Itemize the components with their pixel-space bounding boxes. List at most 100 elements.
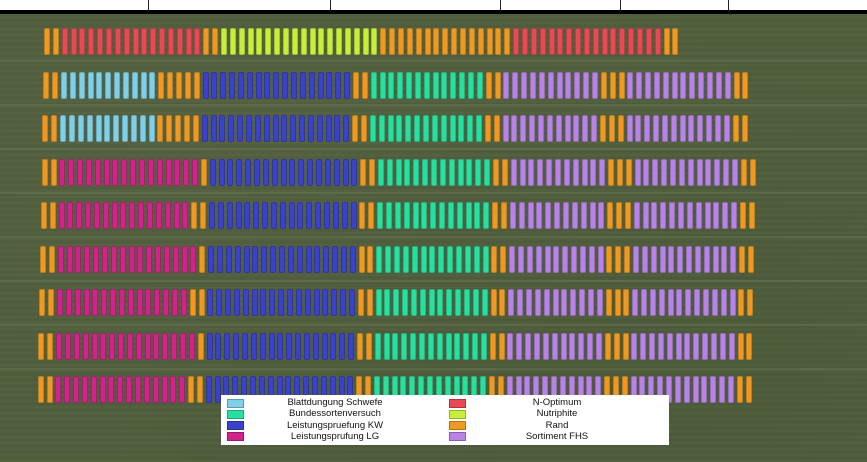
plot-leistungsprufung-lg [92,289,99,316]
plot-sortiment-fhs [648,376,655,403]
plot-leistungspruefung-kw [207,289,214,316]
plot-leistungsprufung-lg [129,202,136,229]
plot-bundessortenversuch [393,289,400,316]
plot-sortiment-fhs [589,202,596,229]
field-lane [0,192,867,194]
top-border [0,0,867,14]
plot-sortiment-fhs [641,245,648,273]
plot-rand [50,158,57,186]
plot-leistungspruefung-kw [296,245,303,273]
plot-rand [604,376,610,403]
plot-leistungsprufung-lg [101,245,108,273]
plot-sortiment-fhs [553,245,560,273]
plot-sortiment-fhs [516,332,523,360]
plot-rand [200,158,207,186]
plot-rand [484,115,491,142]
plot-leistungspruefung-kw [271,158,278,186]
plot-leistungsprufung-lg [90,376,97,403]
plot-bundessortenversuch [427,332,434,360]
plot-leistungspruefung-kw [220,71,227,99]
plot-sortiment-fhs [721,245,728,273]
plot-sortiment-fhs [564,115,571,142]
plot-bundessortenversuch [473,245,480,273]
plot-rand [196,376,203,403]
plot-leistungsprufung-lg [170,376,177,403]
plot-rand [609,71,616,99]
plot-sortiment-fhs [712,245,719,273]
plot-rand [52,71,59,99]
plot-rand [380,28,387,55]
plot-leistungsprufung-lg [57,245,64,273]
plot-leistungsprufung-lg [143,376,150,403]
plot-sortiment-fhs [657,332,664,360]
plot-bundessortenversuch [410,289,417,316]
plot-rand [737,332,744,360]
plot-sortiment-fhs [542,376,548,403]
plot-sortiment-fhs [696,158,703,186]
plot-bundessortenversuch [406,71,412,99]
plot-leistungspruefung-kw [331,289,338,316]
plot-bundessortenversuch [386,158,393,186]
plot-sortiment-fhs [515,376,522,403]
plot-sortiment-fhs [661,115,668,142]
plot-sortiment-fhs [650,245,657,273]
plot-leistungsprufung-lg [161,376,168,403]
plot-sortiment-fhs [639,376,646,403]
plot-leistungspruefung-kw [313,289,320,316]
plot-leistungsprufung-lg [74,289,81,316]
plot-leistungsprufung-lg [108,376,115,403]
plot-leistungspruefung-kw [326,71,333,99]
plot-bundessortenversuch [412,202,419,229]
plot-leistungspruefung-kw [338,376,345,403]
plot-bundessortenversuch [379,71,386,99]
plot-leistungspruefung-kw [334,115,341,142]
plot-n-optimum [167,28,174,55]
plot-sortiment-fhs [578,332,585,360]
plot-sortiment-fhs [670,158,676,186]
plot-sortiment-fhs [599,158,606,186]
divider [148,0,149,10]
plot-leistungspruefung-kw [278,289,285,316]
plot-bundessortenversuch [454,332,461,360]
plot-bundessortenversuch [466,158,473,186]
plot-bundessortenversuch [400,376,407,403]
legend-item-sortiment-fhs: Sortiment FHS [449,431,663,442]
plot-leistungspruefung-kw [270,202,277,229]
plot-leistungsprufung-lg [100,332,107,360]
plot-leistungspruefung-kw [260,289,267,316]
plot-leistungspruefung-kw [225,289,232,316]
plot-sortiment-fhs [723,158,729,186]
plot-leistungspruefung-kw [347,376,354,403]
plot-leistungsprufung-lg [55,376,62,403]
plot-rand [623,289,630,316]
plot-rand [606,245,613,273]
plot-leistungspruefung-kw [245,158,252,186]
plot-leistungsprufung-lg [179,376,186,403]
plot-rand [369,158,376,186]
plot-sortiment-fhs [521,71,528,99]
plot-sortiment-fhs [543,289,550,316]
plot-bundessortenversuch [447,202,454,229]
plot-n-optimum [114,28,121,55]
plot-sortiment-fhs [685,289,692,316]
plot-rand [494,71,501,99]
plot-rand [184,71,191,99]
plot-leistungspruefung-kw [299,115,305,142]
plot-sortiment-fhs [582,115,589,142]
plot-sortiment-fhs [555,115,562,142]
plot-rand [605,289,612,316]
legend-item-rand: Rand [449,420,663,431]
plot-leistungsprufung-lg [180,289,187,316]
plot-sortiment-fhs [711,332,717,360]
plot-leistungspruefung-kw [306,202,313,229]
plot-rand [167,71,174,99]
plot-bundessortenversuch [429,245,436,273]
plot-leistungspruefung-kw [288,202,295,229]
plot-n-optimum [539,28,546,55]
plot-leistungspruefung-kw [219,115,226,142]
plot-n-optimum [513,28,519,55]
plot-leistungsprufung-lg [135,332,142,360]
plot-sortiment-fhs [595,376,602,403]
plot-n-optimum [159,28,166,55]
plot-bundessortenversuch [384,289,391,316]
